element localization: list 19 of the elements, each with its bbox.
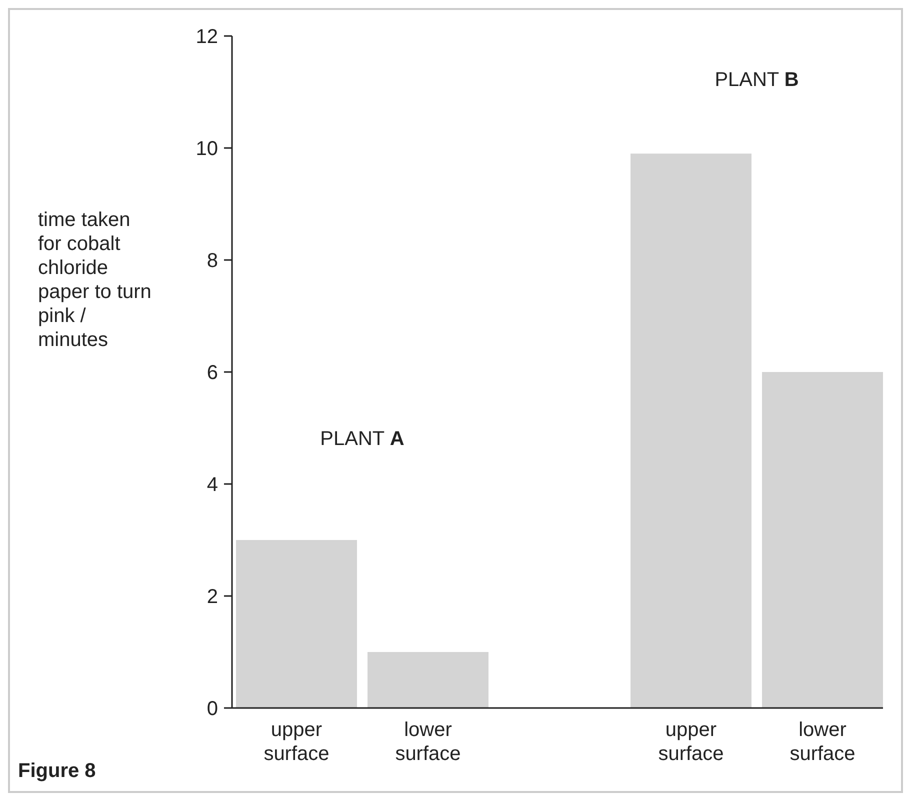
y-tick-label: 4 xyxy=(206,474,218,496)
bar xyxy=(762,372,883,708)
x-tick-label: lower surface xyxy=(395,719,461,765)
y-tick-label: 10 xyxy=(196,138,218,160)
y-tick-label: 12 xyxy=(196,26,218,48)
y-tick-label: 6 xyxy=(206,362,218,384)
y-axis-title: time taken for cobalt chloride paper to turn pink / minutes xyxy=(38,209,152,351)
x-tick-label: upper surface xyxy=(264,719,330,765)
annotation: PLANT A xyxy=(320,428,404,450)
x-tick-label: lower surface xyxy=(790,719,856,765)
y-tick-label: 0 xyxy=(206,698,218,720)
text: Figure 8 xyxy=(18,760,96,782)
x-tick-label: upper surface xyxy=(658,719,724,765)
annotation: PLANT B xyxy=(714,69,799,91)
y-tick-label: 2 xyxy=(206,586,218,608)
bar xyxy=(368,652,488,708)
bar xyxy=(630,154,752,708)
bar xyxy=(236,540,357,708)
y-tick-label: 8 xyxy=(206,250,218,272)
